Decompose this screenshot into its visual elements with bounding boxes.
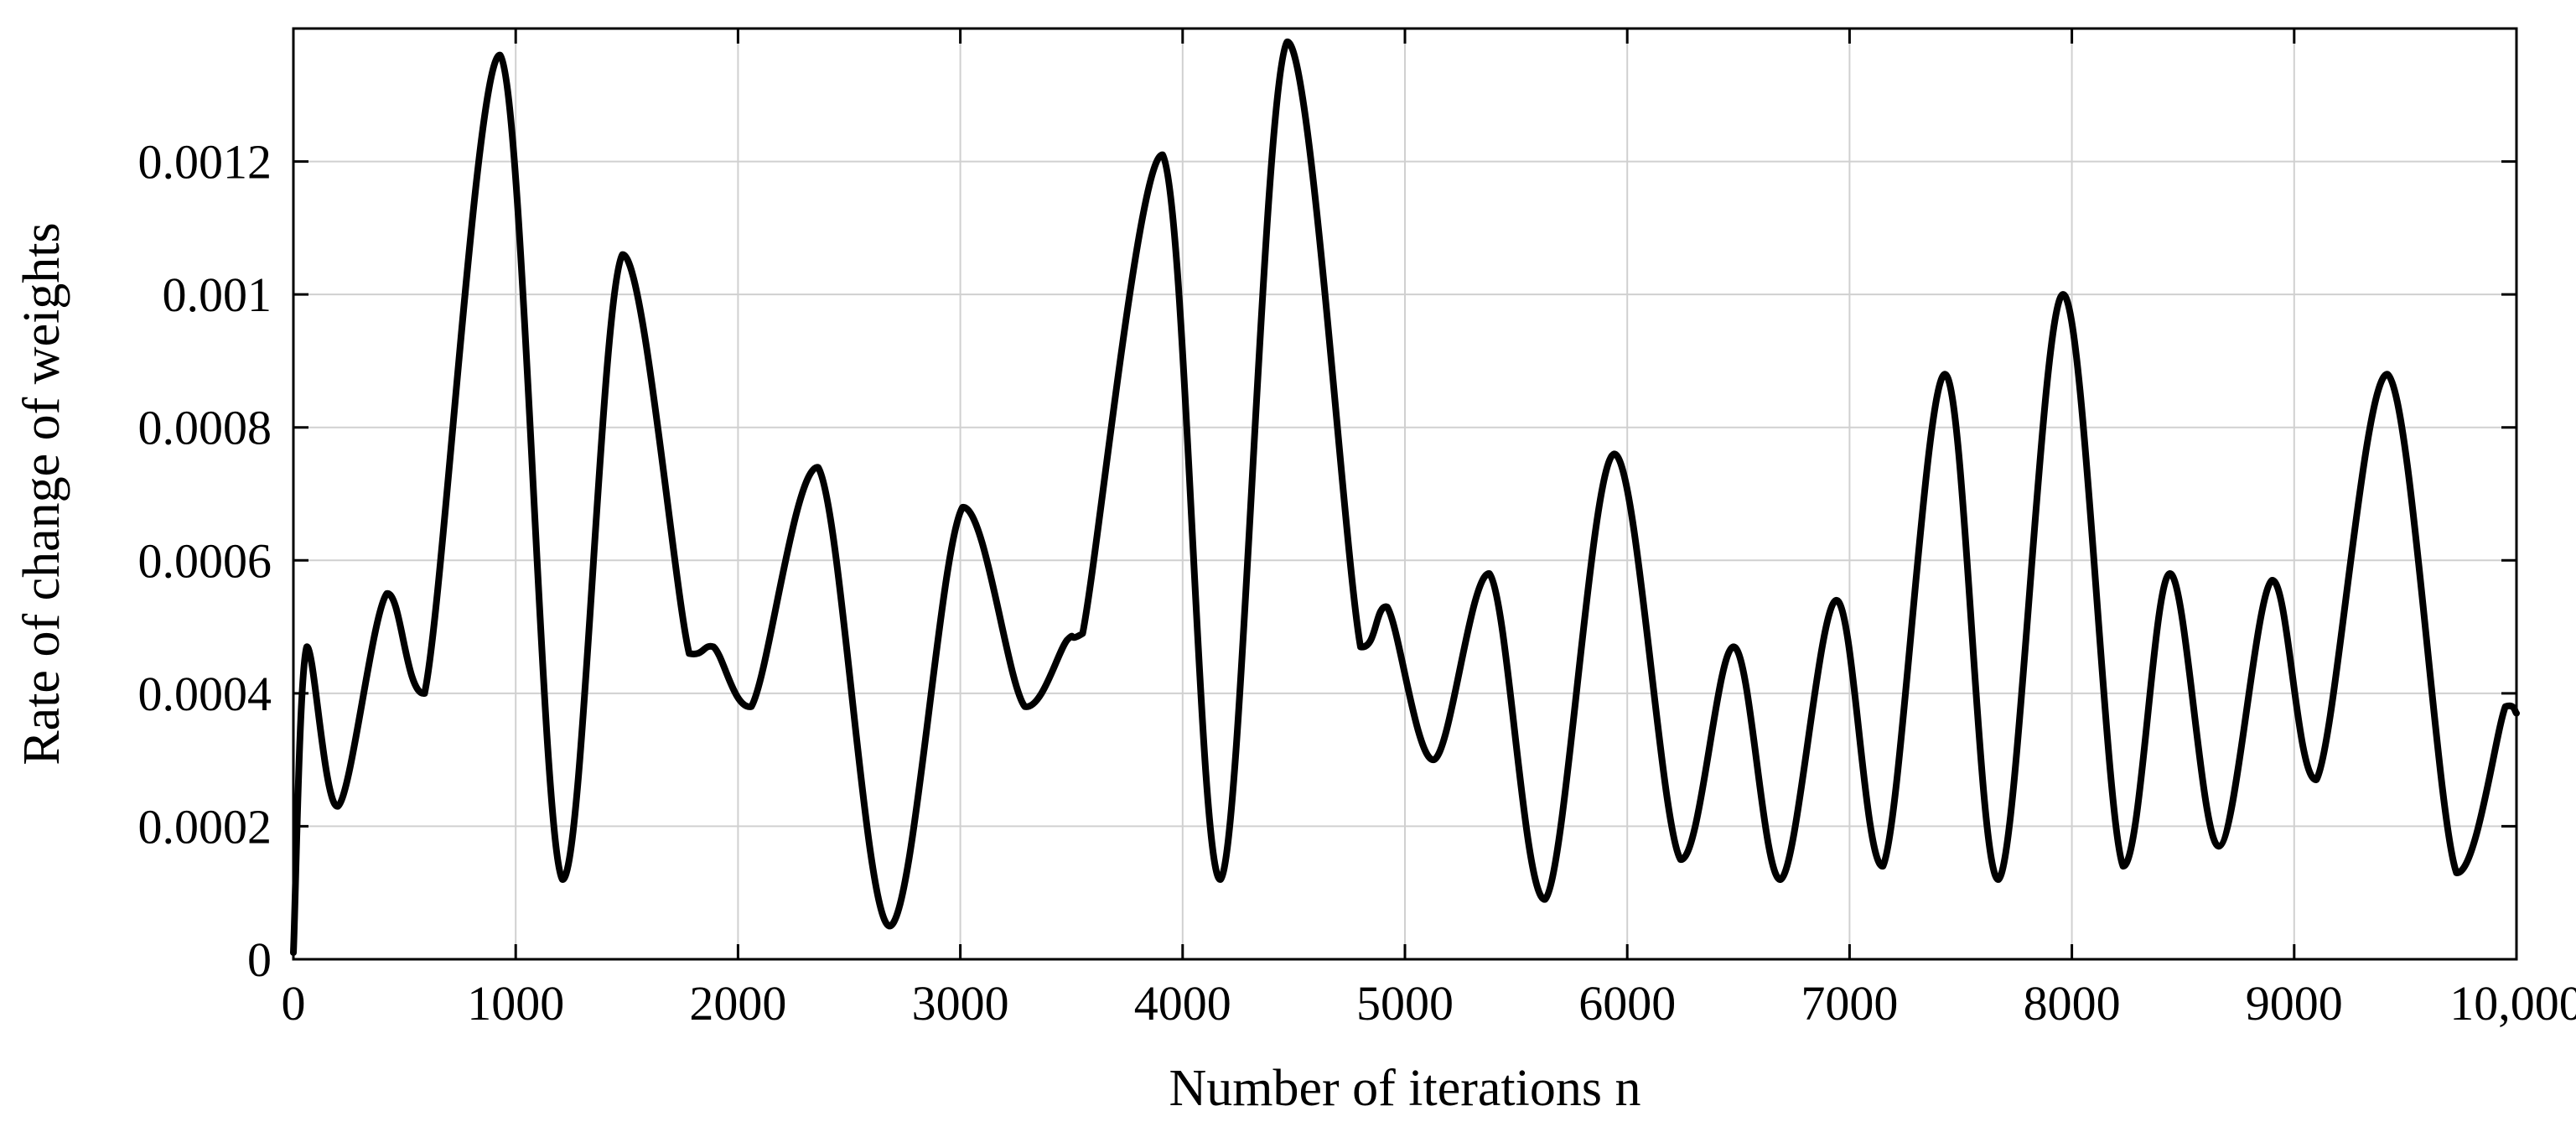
x-tick-label: 4000 bbox=[1134, 976, 1231, 1031]
x-tick-label: 8000 bbox=[2024, 976, 2121, 1031]
x-tick-label: 5000 bbox=[1356, 976, 1454, 1031]
series-line bbox=[290, 38, 2520, 957]
grid-lines bbox=[293, 29, 2516, 959]
x-tick-label: 1000 bbox=[467, 976, 564, 1031]
x-tick-label: 0 bbox=[282, 976, 306, 1031]
x-tick-label: 9000 bbox=[2246, 976, 2343, 1031]
y-axis-label: Rate of change of weights bbox=[13, 222, 70, 765]
x-tick-label: 6000 bbox=[1578, 976, 1676, 1031]
x-tick-label: 3000 bbox=[912, 976, 1009, 1031]
series-layer bbox=[290, 38, 2520, 957]
y-tick-label: 0.0002 bbox=[138, 799, 272, 854]
y-tick-label: 0.0004 bbox=[138, 667, 272, 721]
y-tick-label: 0.0012 bbox=[138, 135, 272, 190]
x-tick-labels: 0 1000 2000 3000 4000 5000 6000 7000 8000 9000 10,… bbox=[282, 976, 2576, 1031]
x-tick-label: 10,000 bbox=[2449, 976, 2576, 1031]
y-tick-label: 0.0008 bbox=[138, 401, 272, 455]
y-tick-label: 0 bbox=[247, 932, 272, 987]
x-tick-label: 7000 bbox=[1801, 976, 1898, 1031]
x-tick-label: 2000 bbox=[689, 976, 786, 1031]
x-axis-label: Number of iterations n bbox=[1169, 1060, 1640, 1117]
tick-marks bbox=[292, 29, 2518, 961]
y-tick-labels: 0 0.0002 0.0004 0.0006 0.0008 0.001 0.0012 bbox=[138, 135, 272, 987]
y-tick-label: 0.001 bbox=[163, 267, 272, 322]
y-tick-label: 0.0006 bbox=[138, 533, 272, 588]
